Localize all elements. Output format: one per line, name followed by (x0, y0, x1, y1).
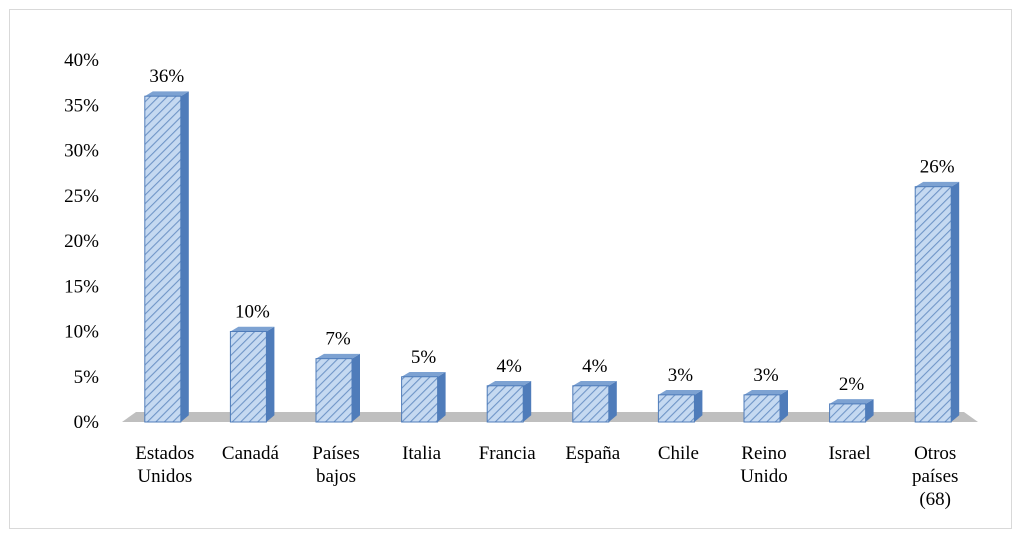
y-tick-label: 35% (64, 95, 99, 116)
bar-side (437, 371, 446, 422)
bar-side (266, 326, 275, 422)
bars: 36% 10% 7% 5% 4% 4% 3% 3% 2% 26% (144, 66, 960, 423)
y-tick-label: 25% (64, 186, 99, 207)
bar-side (180, 91, 189, 423)
bar-top (829, 399, 874, 404)
bar-front (315, 358, 353, 423)
bar-front (486, 385, 524, 423)
bar-top (658, 390, 703, 395)
category-label: Estados Unidos (135, 443, 194, 487)
bar-side (523, 381, 532, 422)
category-label-line: Otros (914, 443, 956, 464)
bar-front (144, 95, 182, 423)
bar-side (694, 390, 703, 422)
y-axis: 0% 5% 10% 15% 20% 25% 30% 35% 40% (64, 50, 99, 433)
bar-front (229, 331, 267, 423)
data-label: 4% (497, 356, 523, 377)
bar-front (572, 385, 610, 423)
category-label-line: Canadá (222, 443, 280, 464)
data-label: 2% (839, 374, 865, 395)
category-label: Otros países (68) (912, 443, 958, 510)
y-tick-label: 5% (74, 367, 100, 388)
data-label: 3% (668, 365, 694, 386)
bar-top (572, 381, 617, 386)
bar-top (316, 353, 360, 359)
data-label: 3% (753, 365, 779, 386)
bar: 3% (743, 365, 788, 423)
data-label: 5% (411, 347, 437, 368)
category-label: Reino Unido (740, 443, 788, 487)
bar-side (780, 390, 788, 422)
y-tick-label: 30% (64, 141, 99, 162)
category-label-line: Reino (741, 443, 786, 464)
category-label-line: bajos (316, 466, 356, 487)
bar: 36% (144, 66, 189, 423)
y-tick-label: 20% (64, 231, 99, 252)
y-tick-label: 0% (74, 412, 100, 433)
y-tick-label: 10% (64, 322, 99, 343)
category-label-line: (68) (919, 489, 951, 510)
category-label: Países bajos (312, 443, 360, 487)
bar-side (608, 381, 617, 422)
bar-side (951, 181, 960, 422)
category-label-line: Estados (135, 443, 194, 464)
bar-side (352, 353, 360, 422)
category-label-line: Francia (479, 443, 537, 464)
x-axis: Estados Unidos Canadá Países bajos Italia Fran… (135, 443, 958, 510)
bar: 5% (401, 347, 446, 423)
category-label-line: Países (312, 443, 360, 464)
bar: 3% (657, 365, 703, 423)
bar-front (657, 394, 695, 423)
bar-side (865, 399, 874, 422)
bar-top (144, 91, 189, 97)
bar: 2% (829, 374, 874, 423)
category-label-line: Unido (740, 466, 788, 487)
bar: 26% (914, 157, 960, 423)
y-tick-label: 15% (64, 276, 99, 297)
bar-top (401, 371, 446, 377)
y-tick-label: 40% (64, 50, 99, 71)
data-label: 7% (325, 329, 351, 350)
bar: 4% (486, 356, 532, 423)
category-label: España (565, 443, 620, 464)
category-label-line: Chile (658, 443, 699, 464)
category-label: Canadá (222, 443, 280, 464)
category-label-line: Italia (402, 443, 442, 464)
bar-top (487, 381, 532, 386)
bar: 7% (315, 329, 360, 423)
bar-front (743, 394, 781, 423)
category-label: Israel (828, 443, 870, 464)
bar: 4% (572, 356, 617, 423)
category-label: Italia (402, 443, 442, 464)
bar-front (914, 186, 952, 423)
category-label: Chile (658, 443, 699, 464)
bar-front (401, 376, 439, 423)
data-label: 4% (582, 356, 608, 377)
category-label-line: Unidos (137, 466, 192, 487)
category-label-line: países (912, 466, 958, 487)
data-label: 26% (920, 157, 955, 178)
category-label-line: Israel (828, 443, 870, 464)
data-label: 36% (149, 66, 184, 87)
bar-front (829, 403, 867, 423)
bar-top (230, 326, 275, 332)
category-label: Francia (479, 443, 537, 464)
data-label: 10% (235, 302, 270, 323)
bar-top (744, 390, 788, 395)
bar-top (915, 181, 960, 187)
category-label-line: España (565, 443, 620, 464)
bar: 10% (229, 302, 275, 423)
